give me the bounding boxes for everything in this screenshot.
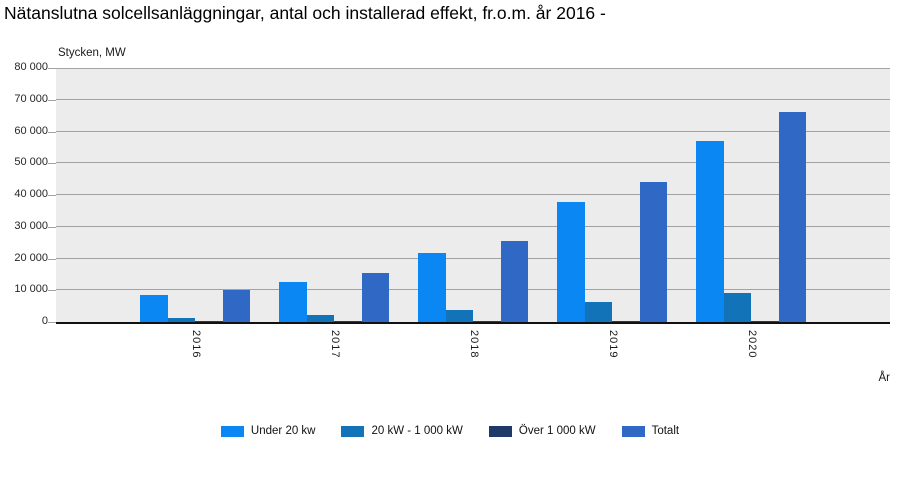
x-axis-tick-label: 2016: [189, 330, 202, 359]
y-axis-tick: [48, 68, 56, 69]
legend-label: Totalt: [651, 425, 680, 437]
y-axis-tick-label: 10 000: [14, 283, 48, 296]
legend-item-totalt: Totalt: [621, 425, 680, 437]
y-axis-tick-label: 80 000: [14, 61, 48, 73]
bar-2018--ver-1-000-kw: [473, 320, 501, 322]
bar-2019-under-20-kw: [557, 202, 585, 322]
gridline: [56, 68, 890, 69]
legend-item--ver-1-000-kw: Över 1 000 kW: [488, 425, 596, 437]
legend-item-20-kw-1-000-kw: 20 kW - 1 000 kW: [341, 425, 463, 437]
y-axis-tick-label: 70 000: [14, 92, 48, 105]
bar-2017-totalt: [361, 273, 389, 322]
bar-2017--ver-1-000-kw: [334, 320, 362, 322]
bar-2020-totalt: [778, 112, 806, 322]
y-axis-tick: [48, 99, 56, 101]
gridline: [56, 194, 890, 195]
y-axis-tick-label: 40 000: [14, 188, 48, 200]
bar-2020-under-20-kw: [696, 141, 724, 322]
y-axis-tick-label: 60 000: [14, 124, 48, 137]
legend-swatch-icon: [220, 425, 244, 437]
y-axis-tick: [48, 226, 56, 228]
bar-cluster-2018: [418, 241, 528, 322]
x-axis-title: År: [878, 372, 891, 384]
y-axis-tick: [48, 290, 56, 292]
legend-item-under-20-kw: Under 20 kw: [220, 425, 316, 437]
bar-2020-20-kw-1-000-kw: [723, 293, 751, 322]
gridline: [56, 289, 890, 291]
bar-2016-20-kw-1-000-kw: [167, 317, 195, 322]
y-axis-tick: [48, 131, 56, 133]
bar-2016-under-20-kw: [140, 295, 168, 322]
bar-2018-under-20-kw: [418, 253, 446, 322]
bar-2019--ver-1-000-kw: [612, 320, 640, 322]
legend-swatch-icon: [621, 425, 645, 437]
bar-2017-under-20-kw: [279, 281, 307, 322]
x-axis-tick-label: 2018: [467, 330, 480, 359]
bar-cluster-2020: [696, 112, 806, 322]
legend-label: Under 20 kw: [250, 425, 316, 437]
y-axis-tick: [48, 163, 56, 165]
y-axis-tick: [48, 322, 56, 323]
bar-cluster-2017: [279, 273, 389, 322]
legend-label: Över 1 000 kW: [518, 425, 596, 437]
gridline: [56, 162, 890, 164]
y-axis-tick: [48, 258, 56, 260]
y-axis-tick: [48, 195, 56, 196]
y-axis-tick-label: 20 000: [14, 251, 48, 264]
y-axis-unit-label: Stycken, MW: [58, 47, 126, 59]
y-axis-tick-label: 0: [41, 315, 48, 327]
bar-2016--ver-1-000-kw: [195, 320, 223, 322]
gridline: [56, 130, 890, 132]
legend-swatch-icon: [341, 425, 365, 437]
legend: Under 20 kw 20 kW - 1 000 kW Över 1 000 kW…: [0, 425, 900, 437]
y-axis-tick-label: 30 000: [14, 219, 48, 232]
gridline: [56, 98, 890, 100]
bar-2016-totalt: [222, 289, 250, 322]
bar-cluster-2016: [140, 289, 250, 322]
bar-2018-totalt: [500, 241, 528, 322]
bar-2018-20-kw-1-000-kw: [445, 310, 473, 322]
gridline: [56, 257, 890, 259]
legend-label: 20 kW - 1 000 kW: [371, 425, 463, 437]
x-axis-tick-label: 2017: [328, 330, 341, 359]
x-axis-tick-label: 2020: [745, 330, 758, 359]
bar-2019-20-kw-1-000-kw: [584, 302, 612, 322]
bar-2020--ver-1-000-kw: [751, 320, 779, 322]
x-axis-tick-label: 2019: [606, 330, 619, 359]
plot-area: [56, 68, 890, 324]
legend-swatch-icon: [488, 425, 512, 437]
gridline: [56, 225, 890, 227]
chart-title: Nätanslutna solcellsanläggningar, antal …: [4, 3, 606, 23]
bar-2019-totalt: [639, 181, 667, 322]
bar-2017-20-kw-1-000-kw: [306, 315, 334, 322]
bar-cluster-2019: [557, 181, 667, 322]
y-axis-tick-label: 50 000: [14, 156, 48, 169]
